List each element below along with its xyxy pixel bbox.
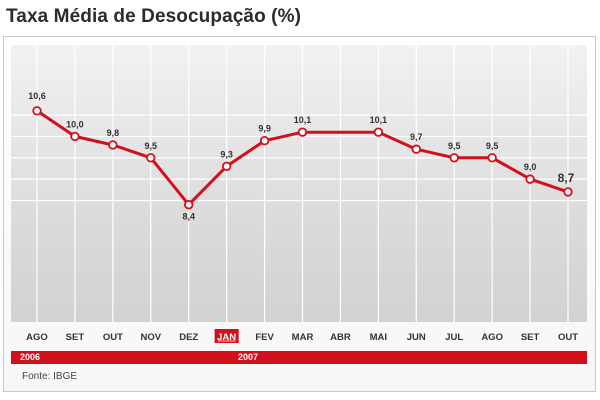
data-point [525,174,535,184]
data-point [259,135,270,146]
data-label: 10,1 [294,115,312,125]
data-point [32,106,42,116]
data-point [373,127,384,137]
data-label: 8,7 [558,171,575,185]
x-tick-label: OUT [558,332,578,343]
data-point [449,153,459,163]
data-label: 9,5 [145,141,158,151]
data-point [563,187,573,197]
data-label: 10,1 [370,115,388,125]
x-tick-label: SET [521,332,540,343]
data-point [108,140,118,150]
highlight-month-badge [214,329,239,343]
data-label: 10,0 [66,119,84,129]
data-point [184,200,194,210]
x-tick-label: JUL [445,332,463,343]
data-label: 9,7 [410,132,423,142]
x-axis: AGO SET OUT NOV DEZ JAN FEV MAR ABR MAI JUN JUL AGO S… [26,329,578,343]
data-label: 10,6 [28,91,46,101]
data-point [70,131,80,142]
data-point [297,127,308,137]
x-tick-label: MAI [370,332,387,343]
data-series [32,106,573,210]
year-label-2007: 2007 [238,352,259,362]
x-tick-label: NOV [140,332,161,343]
x-tick-label: JAN [217,332,236,343]
x-tick-label: MAR [292,332,314,343]
data-label: 8,4 [182,212,195,222]
data-label: 9,5 [486,141,499,151]
plot-area [11,45,587,322]
x-tick-label: ABR [330,332,351,343]
data-point [411,144,421,154]
x-tick-label: DEZ [179,332,198,343]
data-point [487,153,497,163]
gridlines [11,45,587,322]
x-tick-label: JUN [407,332,426,343]
x-tick-label: OUT [103,332,123,343]
data-label: 9,8 [107,128,120,138]
data-point [221,161,232,172]
data-label: 9,9 [258,124,271,134]
chart-title: Taxa Média de Desocupação (%) [6,6,302,27]
data-point [146,153,156,163]
source-note: Fonte: IBGE [22,371,78,382]
x-tick-label: AGO [481,332,503,343]
data-labels: 10,6 10,0 9,8 9,5 8,4 9,3 9,9 10,1 10,1 9,7 9,5 9,5… [28,91,574,222]
data-label: 9,3 [220,149,233,159]
data-label: 9,0 [524,162,537,172]
x-tick-label: SET [66,332,85,343]
year-label-2006: 2006 [20,352,41,362]
x-tick-label: AGO [26,332,48,343]
data-label: 9,5 [448,141,461,151]
year-bar [11,351,587,364]
x-tick-label: FEV [255,332,274,343]
